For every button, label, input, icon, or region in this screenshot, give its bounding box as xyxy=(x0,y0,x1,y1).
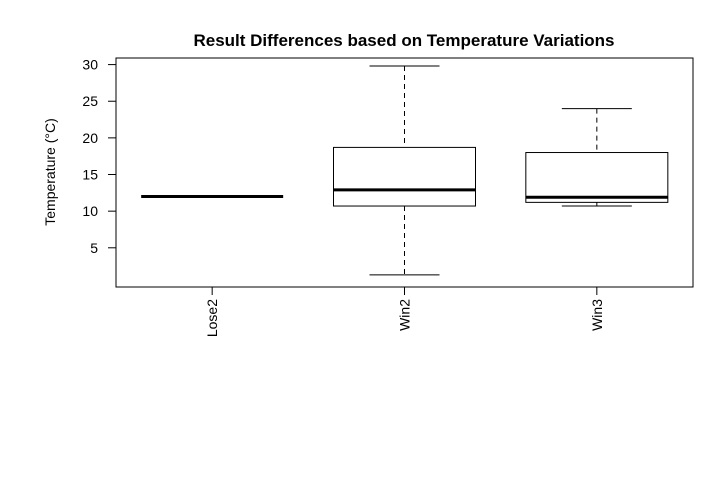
y-tick-label: 20 xyxy=(82,130,98,146)
box-series xyxy=(141,65,669,276)
x-tick-label: Win2 xyxy=(397,299,413,331)
iqr-box xyxy=(525,152,669,203)
chart-title: Result Differences based on Temperature … xyxy=(193,31,614,50)
y-axis-label: Temperature (°C) xyxy=(42,118,58,226)
y-tick-label: 25 xyxy=(82,93,98,109)
y-tick-label: 30 xyxy=(82,57,98,73)
y-tick-label: 5 xyxy=(90,240,98,256)
y-tick-label: 10 xyxy=(82,203,98,219)
x-tick-label: Lose2 xyxy=(204,299,220,337)
box-win3 xyxy=(525,108,669,207)
y-axis: 5 10 15 20 25 30 xyxy=(82,57,117,256)
x-tick-label: Win3 xyxy=(589,299,605,331)
iqr-box xyxy=(333,146,476,207)
y-tick-label: 15 xyxy=(82,167,98,183)
x-axis: Lose2 Win2 Win3 xyxy=(204,286,605,337)
box-win2 xyxy=(333,65,476,276)
